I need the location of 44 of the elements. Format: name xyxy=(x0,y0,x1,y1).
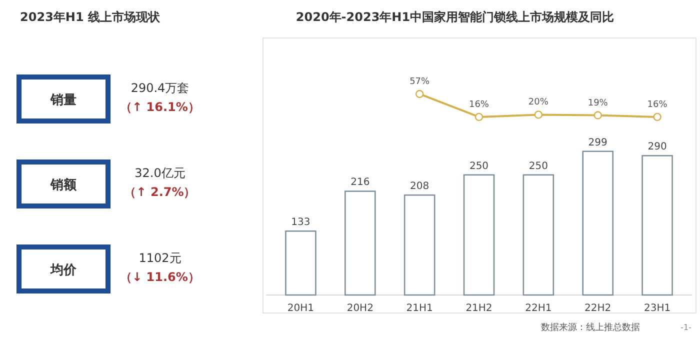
data-label: 57% xyxy=(410,76,430,87)
source-note: 数据来源：线上推总数据 xyxy=(541,322,640,333)
x-tick-label: 22H1 xyxy=(525,303,552,314)
point xyxy=(534,110,543,119)
data-label: 216 xyxy=(350,177,370,188)
text: （↑ 2.7%） xyxy=(124,185,196,199)
x-tick-label: 23H1 xyxy=(644,303,671,314)
bar xyxy=(522,174,554,296)
data-label: 250 xyxy=(469,160,489,172)
data-label: 19% xyxy=(588,98,608,108)
text: （↓ 11.6%） xyxy=(120,270,200,284)
bar xyxy=(285,230,316,296)
x-tick-label: 20H1 xyxy=(287,303,314,314)
bar xyxy=(642,155,673,296)
x-tick-label: 21H1 xyxy=(406,303,433,314)
bar xyxy=(582,150,614,296)
text: -1- xyxy=(680,323,692,332)
text: 1102元 xyxy=(138,251,182,265)
point xyxy=(594,111,602,120)
bar xyxy=(404,194,436,296)
category-label: 均价 xyxy=(50,263,78,278)
point xyxy=(415,90,424,98)
data-label: 208 xyxy=(410,181,430,192)
category-label: 销量 xyxy=(50,93,76,108)
chart-title: 2020年-2023年H1中国家用智能门锁线上市场规模及同比 xyxy=(296,10,614,24)
x-tick-label: 22H2 xyxy=(584,303,612,314)
data-label: 290 xyxy=(648,142,667,153)
text: 32.0亿元 xyxy=(134,166,186,180)
category-label: 销额 xyxy=(50,177,78,193)
data-label: 133 xyxy=(291,217,310,228)
bar xyxy=(344,190,376,296)
text: 290.4万套 xyxy=(130,81,190,95)
point xyxy=(474,112,484,122)
point xyxy=(653,112,662,122)
bar xyxy=(463,174,495,296)
text: 2023年H1 线上市场现状 xyxy=(20,10,161,24)
x-tick-label: 21H2 xyxy=(466,303,492,314)
data-label: 16% xyxy=(468,100,490,110)
text: （↑ 16.1%） xyxy=(120,100,200,114)
data-label: 16% xyxy=(647,100,668,110)
data-label: 250 xyxy=(528,160,548,172)
x-tick-label: 20H2 xyxy=(346,303,374,314)
data-label: 299 xyxy=(588,137,608,148)
data-label: 20% xyxy=(528,98,549,108)
